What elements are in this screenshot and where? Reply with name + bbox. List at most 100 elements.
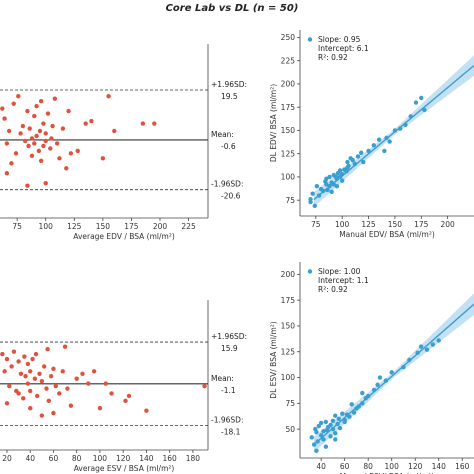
data-point xyxy=(324,182,329,187)
mean-label: Mean: xyxy=(211,130,234,139)
data-point xyxy=(413,100,419,105)
x-tick-label: 20 xyxy=(2,454,12,463)
data-point xyxy=(25,183,30,188)
data-point xyxy=(308,197,313,202)
data-point xyxy=(39,378,45,384)
data-point xyxy=(80,371,85,376)
data-point xyxy=(34,103,39,109)
data-point xyxy=(318,433,324,438)
data-point xyxy=(54,141,60,146)
data-point xyxy=(43,181,48,186)
data-point xyxy=(377,375,383,380)
data-point xyxy=(45,346,50,352)
panels: 75 100 125 150 175 200 225 Average EDV / BSA (m… xyxy=(0,30,474,474)
data-point xyxy=(375,382,380,387)
panel-regression-edv: 75 100 125 150 175 200 Manual EDV/ BSA (ml/m²)… xyxy=(269,30,474,239)
data-point xyxy=(83,121,88,126)
upper-label: +1.96SD: xyxy=(211,80,247,89)
data-point xyxy=(333,437,338,442)
data-point xyxy=(32,113,37,119)
data-point xyxy=(91,369,97,374)
data-point xyxy=(403,122,408,128)
data-point xyxy=(18,131,23,136)
data-point xyxy=(20,123,26,129)
data-point xyxy=(339,171,345,177)
upper-value: 15.9 xyxy=(221,344,238,353)
data-point xyxy=(16,94,21,99)
data-point xyxy=(29,136,35,141)
y-tick-label: 150 xyxy=(281,322,296,331)
data-point xyxy=(41,121,46,126)
data-point xyxy=(68,151,74,156)
data-point xyxy=(397,126,403,131)
data-point xyxy=(350,158,355,163)
data-point xyxy=(316,423,322,429)
data-point xyxy=(13,151,19,156)
data-point xyxy=(16,391,21,396)
data-point xyxy=(349,402,354,407)
legend-marker xyxy=(307,37,313,42)
data-point xyxy=(36,148,42,154)
data-point xyxy=(321,437,326,442)
x-tick-label: 100 xyxy=(335,220,350,229)
data-point xyxy=(407,357,412,363)
data-point xyxy=(144,408,149,413)
y-tick-label: 200 xyxy=(281,270,296,279)
data-point xyxy=(51,410,56,416)
data-point xyxy=(38,98,44,104)
data-point xyxy=(109,391,114,396)
data-point xyxy=(336,416,341,421)
data-point xyxy=(64,166,69,171)
x-tick-label: 80 xyxy=(72,454,82,463)
x-tick-label: 40 xyxy=(316,462,326,471)
data-point xyxy=(312,203,317,208)
data-point xyxy=(436,338,441,343)
data-point xyxy=(382,148,387,154)
x-axis-label: Average ESV / BSA (ml/m²) xyxy=(74,464,175,473)
data-point xyxy=(28,369,33,374)
data-point xyxy=(51,366,56,372)
data-point xyxy=(26,143,31,149)
data-point xyxy=(60,369,65,374)
data-point xyxy=(65,386,70,391)
data-point xyxy=(4,401,10,406)
data-point xyxy=(37,371,42,376)
legend-marker xyxy=(307,269,313,274)
data-point xyxy=(0,106,5,111)
y-tick-label: 125 xyxy=(281,347,296,356)
data-point xyxy=(4,171,10,176)
x-tick-label: 100 xyxy=(39,222,54,231)
x-tick-label: 120 xyxy=(408,462,423,471)
data-point xyxy=(152,121,157,126)
data-point xyxy=(62,344,68,349)
y-tick-label: 75 xyxy=(285,399,295,408)
x-tick-label: 100 xyxy=(385,462,400,471)
upper-label: +1.96SD: xyxy=(211,332,247,341)
data-point xyxy=(33,351,39,357)
data-point xyxy=(28,388,33,394)
data-point xyxy=(0,351,5,357)
data-point xyxy=(389,370,394,375)
data-point xyxy=(43,138,48,144)
data-point xyxy=(340,411,345,416)
data-point xyxy=(356,404,361,409)
data-point xyxy=(45,111,51,116)
y-tick-label: 200 xyxy=(281,80,296,89)
x-tick-label: 60 xyxy=(49,454,59,463)
data-point xyxy=(345,159,350,165)
x-tick-label: 100 xyxy=(93,454,108,463)
x-tick-label: 120 xyxy=(116,454,131,463)
data-point xyxy=(11,101,16,106)
data-point xyxy=(418,344,424,349)
data-point xyxy=(329,189,334,195)
data-point xyxy=(376,137,382,142)
data-point xyxy=(422,107,427,113)
y-axis-label: DL ESV/ BSA (ml/m²) xyxy=(269,321,278,398)
x-tick-label: 40 xyxy=(25,454,35,463)
data-point xyxy=(97,405,103,411)
x-tick-label: 160 xyxy=(455,462,470,471)
lower-value: -20.6 xyxy=(221,192,241,201)
x-tick-label: 200 xyxy=(153,222,168,231)
x-tick-label: 80 xyxy=(363,462,373,471)
data-point xyxy=(140,121,146,126)
